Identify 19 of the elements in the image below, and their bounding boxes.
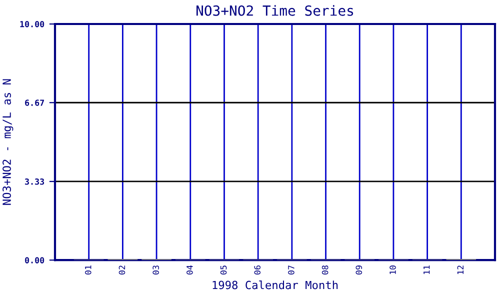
x-tick-label: 10 bbox=[390, 266, 396, 274]
x-tick-label: 08 bbox=[322, 265, 328, 274]
y-tick-label: 6.67 bbox=[25, 100, 44, 106]
x-tick-label: 06 bbox=[254, 266, 261, 274]
y-tick-label: 0.00 bbox=[25, 257, 44, 264]
x-tick-label: 03 bbox=[152, 266, 159, 274]
x-axis-title: 1998 Calendar Month bbox=[212, 280, 338, 290]
chart-title: NO3+NO2 Time Series bbox=[196, 5, 354, 16]
x-tick-label: 02 bbox=[118, 266, 126, 274]
y-tick-label: 10.00 bbox=[20, 20, 44, 28]
x-tick-label: 01 bbox=[84, 266, 92, 274]
x-tick-label: 05 bbox=[220, 266, 227, 274]
x-tick-label: 04 bbox=[186, 265, 193, 274]
x-tick-label: 09 bbox=[356, 266, 362, 274]
x-tick-label: 11 bbox=[424, 266, 430, 274]
y-axis-title: NO3+NO2 - mg/L as N bbox=[2, 79, 14, 205]
x-tick-label: 07 bbox=[288, 266, 294, 274]
y-tick-label: 3.33 bbox=[25, 178, 44, 185]
x-tick-label: 12 bbox=[457, 266, 464, 274]
